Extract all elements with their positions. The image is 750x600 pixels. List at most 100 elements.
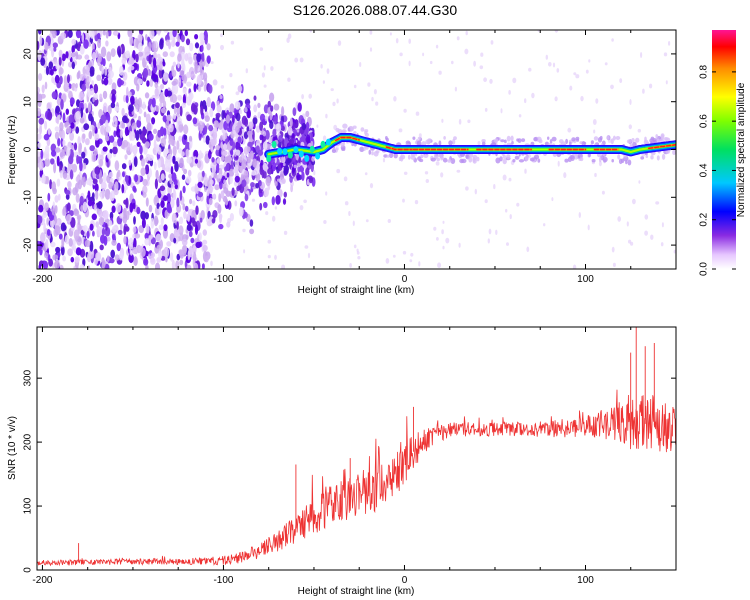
spectrogram-blob bbox=[267, 254, 271, 259]
spectrogram-blob bbox=[143, 111, 147, 118]
spectrogram-blob bbox=[257, 149, 264, 156]
spectrogram-blob bbox=[143, 258, 149, 266]
spectrogram-blob bbox=[86, 252, 92, 263]
spectrogram-blob bbox=[353, 131, 357, 135]
spectrogram-blob bbox=[650, 155, 654, 160]
spectrogram-blob bbox=[164, 159, 170, 169]
spectrogram-blob bbox=[632, 198, 636, 205]
spectrogram-blob bbox=[371, 96, 374, 102]
spectrogram-blob bbox=[179, 259, 184, 266]
spectrogram-blob bbox=[71, 163, 78, 173]
spectrogram-blob bbox=[73, 229, 80, 241]
spectrogram-blob bbox=[512, 159, 516, 163]
spectrogram-blob bbox=[673, 249, 676, 254]
spectrogram-blob bbox=[590, 140, 595, 145]
spectrogram-blob bbox=[369, 183, 374, 189]
spectrogram-blob bbox=[393, 152, 398, 159]
colorbar-tick-label: 0.8 bbox=[699, 64, 710, 78]
spectrogram-blob bbox=[369, 47, 373, 52]
spectrogram-blob bbox=[132, 185, 137, 192]
spectrogram-blob bbox=[151, 117, 156, 125]
spectrogram-blob bbox=[101, 66, 105, 75]
spectrogram-track-blob bbox=[293, 146, 299, 154]
spectrogram-blob bbox=[172, 30, 177, 38]
spectrogram-blob bbox=[518, 159, 525, 163]
spectrogram-blob bbox=[202, 229, 207, 236]
spectrogram-blob bbox=[138, 108, 143, 114]
spectrogram-blob bbox=[506, 154, 511, 160]
spectrogram-blob bbox=[626, 221, 629, 227]
spectrogram-blob bbox=[84, 239, 91, 248]
spectrogram-blob bbox=[533, 154, 540, 160]
spectrogram-blob bbox=[663, 137, 669, 141]
spectrogram-blob bbox=[110, 48, 116, 58]
spectrogram-blob bbox=[200, 125, 204, 132]
spectrogram-blob bbox=[573, 72, 577, 76]
spectrogram-blob bbox=[490, 40, 494, 45]
spectrogram-blob bbox=[488, 228, 492, 235]
spectrogram-blob bbox=[238, 206, 244, 217]
spectrogram-blob bbox=[316, 124, 319, 128]
spectrogram-blob bbox=[112, 30, 119, 36]
spectrogram-blob bbox=[86, 30, 90, 38]
snr-frame bbox=[36, 326, 677, 571]
spectrogram-blob bbox=[135, 53, 139, 63]
spectrogram-blob bbox=[313, 170, 316, 176]
spectrogram-blob bbox=[557, 160, 560, 167]
spectrogram-blob bbox=[172, 113, 176, 120]
spectrogram-blob bbox=[369, 30, 373, 35]
spectrogram-blob bbox=[47, 192, 51, 202]
spectrogram-blob bbox=[129, 131, 133, 141]
spectrogram-blob bbox=[223, 186, 229, 194]
spectrogram-blob bbox=[619, 78, 623, 83]
spectrogram-blob bbox=[60, 99, 64, 110]
spectrogram-blob bbox=[193, 245, 196, 251]
spectrogram-x-tick-label: 100 bbox=[577, 274, 594, 285]
spectrogram-blob bbox=[502, 158, 507, 165]
spectrogram-blob bbox=[178, 135, 183, 142]
spectrogram-blob bbox=[65, 108, 70, 115]
spectrogram-blob bbox=[360, 127, 365, 132]
spectrogram-blob bbox=[533, 137, 538, 142]
snr-x-tick-label: -200 bbox=[32, 575, 52, 586]
spectrogram-blob bbox=[305, 110, 310, 118]
spectrogram-blob bbox=[185, 148, 190, 158]
spectrogram-blob bbox=[128, 159, 132, 166]
spectrogram-blob bbox=[441, 118, 444, 123]
spectrogram-blob bbox=[261, 72, 265, 78]
spectrogram-blob bbox=[610, 84, 614, 90]
spectrogram-blob bbox=[282, 198, 287, 205]
spectrogram-blob bbox=[373, 151, 379, 157]
spectrogram-blob bbox=[392, 254, 396, 258]
spectrogram-blob bbox=[37, 100, 42, 107]
spectrogram-blob bbox=[88, 76, 92, 83]
spectrogram-blob bbox=[102, 102, 108, 113]
spectrogram-blob bbox=[351, 142, 354, 147]
spectrogram-blob bbox=[255, 125, 261, 133]
spectrogram-blob bbox=[97, 32, 101, 39]
spectrogram-blob bbox=[194, 34, 199, 40]
spectrogram-blob bbox=[572, 264, 577, 269]
spectrogram-blob bbox=[548, 62, 552, 67]
spectrogram-blob bbox=[251, 170, 257, 176]
spectrogram-blob bbox=[132, 246, 138, 255]
spectrogram-blob bbox=[94, 183, 99, 193]
spectrogram-blob bbox=[38, 263, 42, 269]
spectrogram-blob bbox=[149, 79, 154, 87]
spectrogram-blob bbox=[274, 206, 278, 210]
spectrogram-blob bbox=[219, 135, 224, 141]
spectrogram-blob bbox=[451, 60, 454, 65]
spectrogram-blob bbox=[278, 135, 283, 142]
spectrogram-blob bbox=[215, 112, 221, 118]
spectrogram-blob bbox=[45, 176, 50, 185]
spectrogram-blob bbox=[123, 236, 127, 245]
spectrogram-blob bbox=[70, 122, 75, 129]
spectrogram-blob bbox=[223, 120, 229, 131]
spectrogram-blob bbox=[190, 237, 195, 244]
spectrogram-blob bbox=[180, 34, 185, 43]
spectrogram-blob bbox=[458, 242, 461, 248]
spectrogram-blob bbox=[89, 66, 95, 75]
spectrogram-blob bbox=[277, 178, 280, 182]
spectrogram-blob bbox=[157, 129, 162, 138]
spectrogram-blob bbox=[121, 122, 126, 129]
